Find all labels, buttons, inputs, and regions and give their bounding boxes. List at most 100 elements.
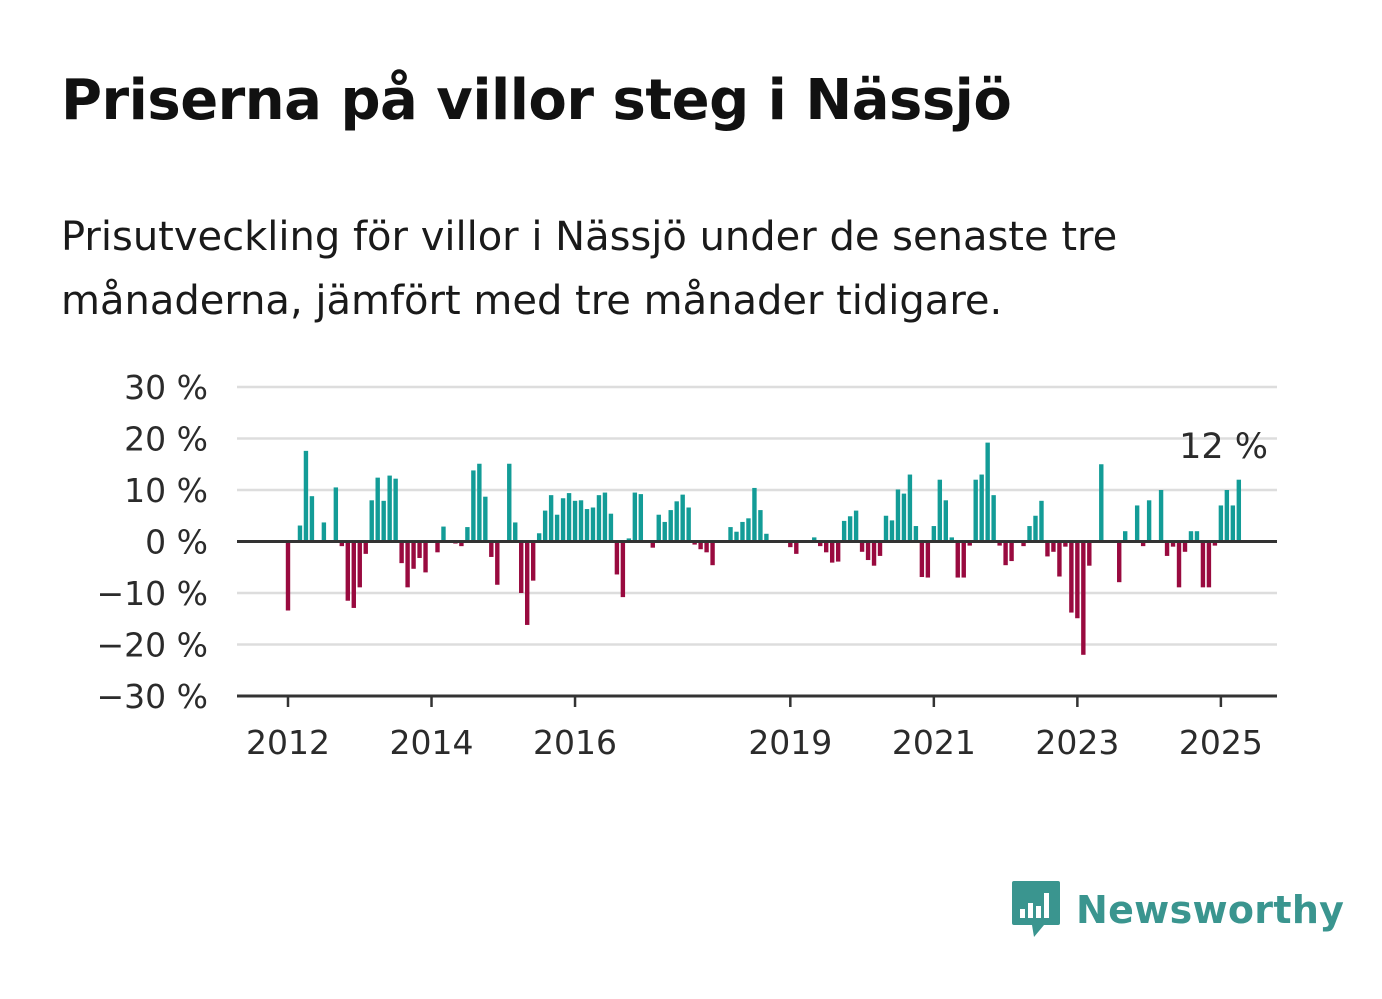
bar xyxy=(871,541,877,566)
bar xyxy=(1188,531,1194,542)
bar xyxy=(1069,541,1074,613)
bar xyxy=(1087,541,1092,566)
bar xyxy=(794,541,799,554)
bar xyxy=(728,527,733,542)
bar xyxy=(943,500,948,542)
axes xyxy=(237,540,1277,707)
bar xyxy=(285,541,291,611)
bar xyxy=(1039,500,1044,542)
x-tick-label: 2014 xyxy=(390,723,474,762)
bar xyxy=(1051,541,1056,552)
x-tick-label: 2021 xyxy=(892,723,976,762)
last-value-label: 12 % xyxy=(1179,427,1268,467)
bar xyxy=(1230,505,1236,542)
bar xyxy=(590,507,596,542)
bar xyxy=(1176,541,1182,588)
bar xyxy=(578,500,584,542)
bar xyxy=(405,541,410,588)
bar xyxy=(387,475,392,542)
bar xyxy=(626,538,632,542)
bar xyxy=(1045,541,1050,557)
bar xyxy=(853,510,859,542)
bar xyxy=(919,541,925,578)
bar xyxy=(519,541,524,593)
bar xyxy=(495,541,500,585)
bar xyxy=(710,541,715,566)
bar xyxy=(812,537,817,542)
bar xyxy=(692,541,697,545)
bar xyxy=(967,541,972,546)
bar xyxy=(1212,541,1218,546)
bar xyxy=(321,522,327,542)
bar xyxy=(345,541,350,601)
bar xyxy=(788,541,793,548)
bar xyxy=(1134,505,1140,542)
bar xyxy=(889,520,895,542)
bar xyxy=(758,510,763,542)
bar xyxy=(560,498,566,542)
bar xyxy=(566,493,572,542)
y-tick-label: 0 % xyxy=(145,523,208,562)
bar xyxy=(752,487,757,542)
y-tick-label: 10 % xyxy=(124,471,208,510)
bar xyxy=(363,541,368,554)
bar xyxy=(764,533,769,542)
bar xyxy=(1164,541,1170,556)
bar xyxy=(417,541,422,558)
bar xyxy=(991,495,996,542)
bar xyxy=(1003,541,1008,566)
bar xyxy=(1194,531,1200,542)
x-tick-label: 2025 xyxy=(1179,723,1263,762)
bar xyxy=(907,474,913,542)
bar xyxy=(746,518,751,542)
brand-name: Newsworthy xyxy=(1076,888,1345,932)
bar xyxy=(1057,541,1062,577)
bar xyxy=(465,527,470,542)
bar xyxy=(411,541,416,569)
bar xyxy=(536,533,542,542)
bar xyxy=(596,495,602,542)
grid-lines xyxy=(237,385,1277,646)
bar xyxy=(1123,531,1128,542)
bar xyxy=(704,541,709,553)
page-title: Priserna på villor steg i Nässjö xyxy=(61,68,1012,133)
y-tick-label: 30 % xyxy=(124,368,208,407)
bar xyxy=(1140,541,1146,547)
bar xyxy=(955,541,960,578)
bar xyxy=(375,477,380,542)
bar xyxy=(483,496,488,542)
bar xyxy=(584,509,590,542)
bar xyxy=(1200,541,1206,588)
x-tick-label: 2012 xyxy=(246,723,330,762)
bar xyxy=(351,541,356,608)
bar xyxy=(650,541,655,548)
bar xyxy=(877,541,883,556)
bar xyxy=(441,526,446,542)
bar xyxy=(734,531,739,542)
bar xyxy=(513,522,518,542)
bar xyxy=(979,474,984,542)
bar xyxy=(925,541,931,578)
x-tick-label: 2019 xyxy=(748,723,832,762)
bar xyxy=(997,541,1002,546)
bar xyxy=(1117,541,1122,583)
bar xyxy=(1224,490,1230,542)
bar xyxy=(668,510,673,542)
bar xyxy=(393,478,398,542)
brand-logo: Newsworthy xyxy=(1010,878,1344,942)
bar xyxy=(489,541,494,557)
bar xyxy=(686,507,691,542)
newsworthy-logo-icon xyxy=(1012,881,1060,937)
bar xyxy=(859,541,865,552)
bar xyxy=(554,514,560,542)
bar xyxy=(542,510,548,542)
bar xyxy=(1063,541,1068,547)
bar xyxy=(620,541,626,598)
bar xyxy=(985,442,990,542)
bar xyxy=(303,450,309,542)
bar xyxy=(1021,541,1026,547)
bar xyxy=(297,525,303,542)
bar xyxy=(1075,541,1080,619)
y-tick-label: 20 % xyxy=(124,420,208,459)
